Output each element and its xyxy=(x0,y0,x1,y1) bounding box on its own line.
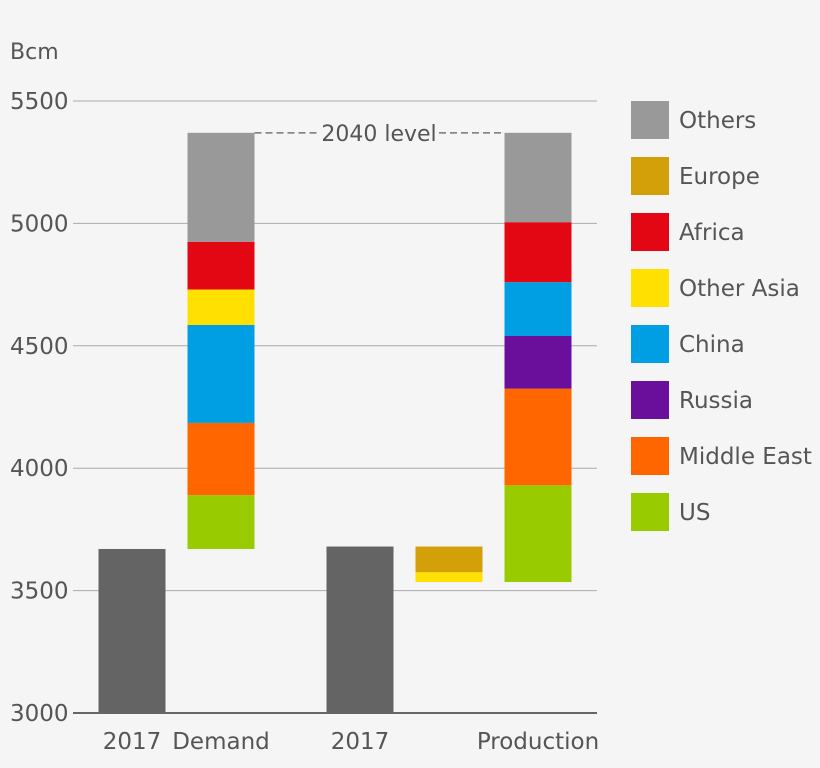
bar-segment-2017 xyxy=(98,548,166,713)
x-tick-label: Production xyxy=(477,729,599,755)
bar-segment-others xyxy=(187,132,255,242)
legend-label: US xyxy=(679,500,710,526)
y-tick-label: 5500 xyxy=(10,89,69,115)
y-tick-label: 4000 xyxy=(10,456,69,482)
legend-swatch-us xyxy=(631,493,669,531)
x-tick-label: Demand xyxy=(172,729,270,755)
bar-segment-russia xyxy=(504,336,572,389)
legend-label: Middle East xyxy=(679,444,812,470)
y-tick-label: 3000 xyxy=(10,701,69,727)
legend-swatch-russia xyxy=(631,381,669,419)
legend-label: Others xyxy=(679,108,756,134)
legend-swatch-africa xyxy=(631,213,669,251)
bar-segment-2017 xyxy=(326,546,394,713)
level-annotation: 2040 level xyxy=(254,122,505,147)
legend-swatch-china xyxy=(631,325,669,363)
legend-swatch-other-asia xyxy=(631,269,669,307)
bar-segment-europe xyxy=(415,546,483,573)
y-tick-label: 5000 xyxy=(10,211,69,237)
bar-segment-china xyxy=(187,324,255,423)
legend-label: Europe xyxy=(679,164,760,190)
x-tick-label: 2017 xyxy=(103,729,162,755)
bar-segment-africa xyxy=(187,241,255,290)
legend: Others Europe Africa Other Asia China Russia M… xyxy=(631,101,812,531)
y-axis-unit: Bcm xyxy=(10,40,59,65)
legend-swatch-europe xyxy=(631,157,669,195)
legend-label: Russia xyxy=(679,388,753,414)
bar-segment-others xyxy=(504,132,572,223)
legend-swatch-others xyxy=(631,101,669,139)
y-tick-label: 4500 xyxy=(10,334,69,360)
bar-segment-china xyxy=(504,282,572,337)
bar-segment-us xyxy=(187,495,255,549)
bar-segment-other-asia xyxy=(415,572,483,583)
x-tick-labels: 2017 Demand 2017 Production xyxy=(103,729,599,755)
bar-segment-middle-east xyxy=(504,388,572,486)
y-tick-labels: 3000 3500 4000 4500 5000 5500 xyxy=(10,89,69,727)
bar-segment-middle-east xyxy=(187,422,255,496)
legend-label: Other Asia xyxy=(679,276,800,302)
legend-label: China xyxy=(679,332,745,358)
legend-label: Africa xyxy=(679,220,745,246)
bar-segment-us xyxy=(504,485,572,583)
bar-segment-other-asia xyxy=(187,289,255,325)
bar-segment-africa xyxy=(504,222,572,283)
level-annotation-label: 2040 level xyxy=(321,122,436,147)
y-tick-label: 3500 xyxy=(10,579,69,605)
x-tick-label: 2017 xyxy=(331,729,390,755)
bars xyxy=(98,132,572,713)
legend-swatch-middle-east xyxy=(631,437,669,475)
